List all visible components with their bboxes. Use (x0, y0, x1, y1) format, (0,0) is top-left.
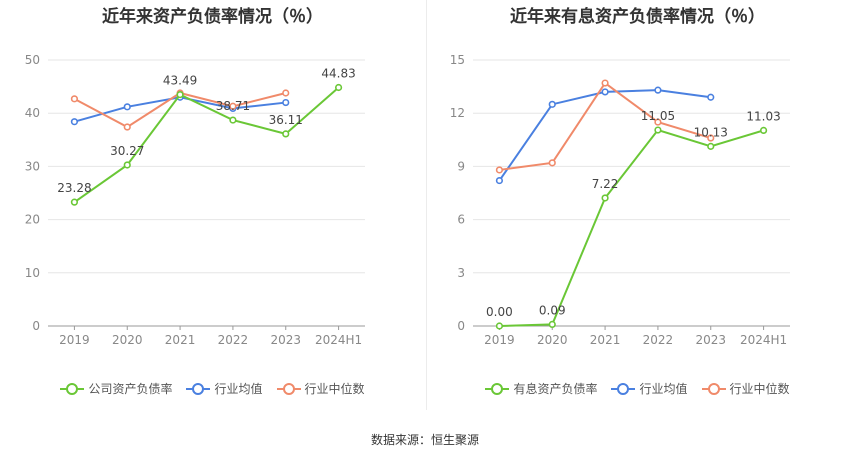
chart-panel-left: 近年来资产负债率情况（％） 0 10 20 30 40 50 2019 2020 2021 202… (0, 0, 425, 410)
data-point (548, 320, 556, 329)
x-tick-label: 2023 (695, 333, 726, 347)
data-label: 11.05 (641, 109, 675, 123)
legend-swatch-orange (701, 382, 726, 395)
series-line (498, 89, 711, 182)
chart-title: 近年来资产负债率情况（％） (102, 7, 323, 27)
y-tick-label: 0 (457, 319, 465, 333)
data-point (229, 102, 237, 110)
data-point (282, 89, 290, 97)
data-label: 36.11 (269, 113, 303, 127)
legend-item-interest-bearing[interactable]: 有息资产负债率 (485, 380, 597, 397)
legend: 公司资产负债率 行业均值 行业中位数 (0, 380, 425, 397)
x-tick-label: 2020 (112, 333, 143, 347)
y-tick-label: 10 (25, 266, 40, 280)
legend-item-industry-median[interactable]: 行业中位数 (701, 380, 790, 397)
y-tick-label: 9 (457, 159, 465, 173)
chart-title: 近年来有息资产负债率情况（％） (510, 7, 765, 27)
data-point (654, 86, 662, 94)
y-tick-label: 0 (32, 319, 40, 333)
data-point (759, 126, 768, 135)
data-point (495, 166, 504, 174)
data-point (601, 79, 609, 87)
series-line (73, 86, 340, 203)
legend-swatch-orange (276, 382, 301, 395)
y-tick-label: 12 (450, 106, 465, 120)
legend-item-industry-median[interactable]: 行业中位数 (276, 380, 365, 397)
legend-swatch-green (485, 382, 510, 395)
x-tick-label: 2024H1 (740, 333, 787, 347)
y-tick-label: 20 (25, 213, 40, 227)
y-tick-label: 50 (25, 53, 40, 67)
series-line (499, 81, 712, 171)
legend: 有息资产负债率 行业均值 行业中位数 (425, 380, 850, 397)
x-tick-label: 2021 (165, 333, 196, 347)
data-label: 43.49 (163, 74, 197, 88)
data-point (334, 83, 343, 92)
legend-label: 行业中位数 (304, 382, 365, 396)
y-tick-label: 30 (25, 159, 40, 173)
data-point (495, 322, 504, 330)
line-chart-svg: 0 10 20 30 40 50 2019 2020 2021 2022 2023 2024H1 23.… (25, 53, 365, 347)
x-tick-label: 2022 (643, 333, 674, 347)
series-line (499, 128, 764, 327)
data-point (123, 123, 131, 131)
legend-label: 行业均值 (214, 382, 263, 396)
data-point (123, 103, 131, 111)
data-label: 23.28 (57, 181, 91, 195)
data-label: 0.09 (539, 303, 566, 317)
legend-label: 行业中位数 (729, 382, 790, 396)
y-tick-label: 6 (457, 213, 465, 227)
chart-panel-right: 近年来有息资产负债率情况（％） 0 3 6 9 12 15 2019 2020 2021 2022… (425, 0, 850, 410)
legend-label: 行业均值 (639, 382, 688, 396)
data-source: 数据来源：恒生聚源 (370, 433, 479, 447)
data-point (707, 93, 715, 101)
data-point (601, 88, 609, 96)
x-tick-label: 2022 (218, 333, 249, 347)
y-tick-label: 40 (25, 106, 40, 120)
legend-swatch-blue (186, 382, 211, 395)
legend-swatch-green (60, 382, 85, 395)
data-point (548, 159, 556, 167)
panel-divider (426, 0, 427, 410)
data-point (123, 161, 131, 169)
x-tick-label: 2023 (270, 333, 301, 347)
data-point (282, 130, 290, 138)
x-tick-label: 2024H1 (315, 333, 362, 347)
data-label: 30.27 (110, 144, 144, 158)
data-point (707, 134, 715, 142)
x-tick-label: 2019 (484, 333, 515, 347)
x-tick-label: 2020 (537, 333, 568, 347)
data-point (70, 198, 79, 206)
data-point (229, 116, 237, 124)
data-point (654, 118, 662, 126)
legend-label: 有息资产负债率 (513, 382, 598, 396)
data-point (654, 126, 662, 134)
legend-item-industry-avg[interactable]: 行业均值 (186, 380, 263, 397)
data-point (176, 91, 184, 99)
legend-label: 公司资产负债率 (88, 382, 173, 396)
data-point (70, 118, 79, 126)
data-point (601, 194, 609, 202)
legend-item-industry-avg[interactable]: 行业均值 (611, 380, 688, 397)
data-point (282, 98, 290, 107)
line-chart-svg: 0 3 6 9 12 15 2019 2020 2021 2022 2023 2024H1 0.00 0.… (450, 53, 790, 347)
data-point (70, 95, 79, 103)
data-point (707, 142, 715, 150)
legend-item-company[interactable]: 公司资产负债率 (60, 380, 172, 397)
x-tick-label: 2019 (59, 333, 90, 347)
data-label: 10.13 (694, 125, 728, 139)
x-tick-label: 2021 (590, 333, 621, 347)
data-label: 44.83 (321, 67, 355, 81)
data-label: 0.00 (486, 305, 513, 319)
y-tick-label: 3 (457, 266, 465, 280)
data-label: 38.71 (216, 99, 250, 113)
data-label: 7.22 (592, 177, 619, 191)
data-point (548, 100, 556, 108)
legend-swatch-blue (611, 382, 636, 395)
data-point (495, 176, 504, 185)
y-tick-label: 15 (450, 53, 465, 67)
data-label: 11.03 (746, 109, 780, 123)
